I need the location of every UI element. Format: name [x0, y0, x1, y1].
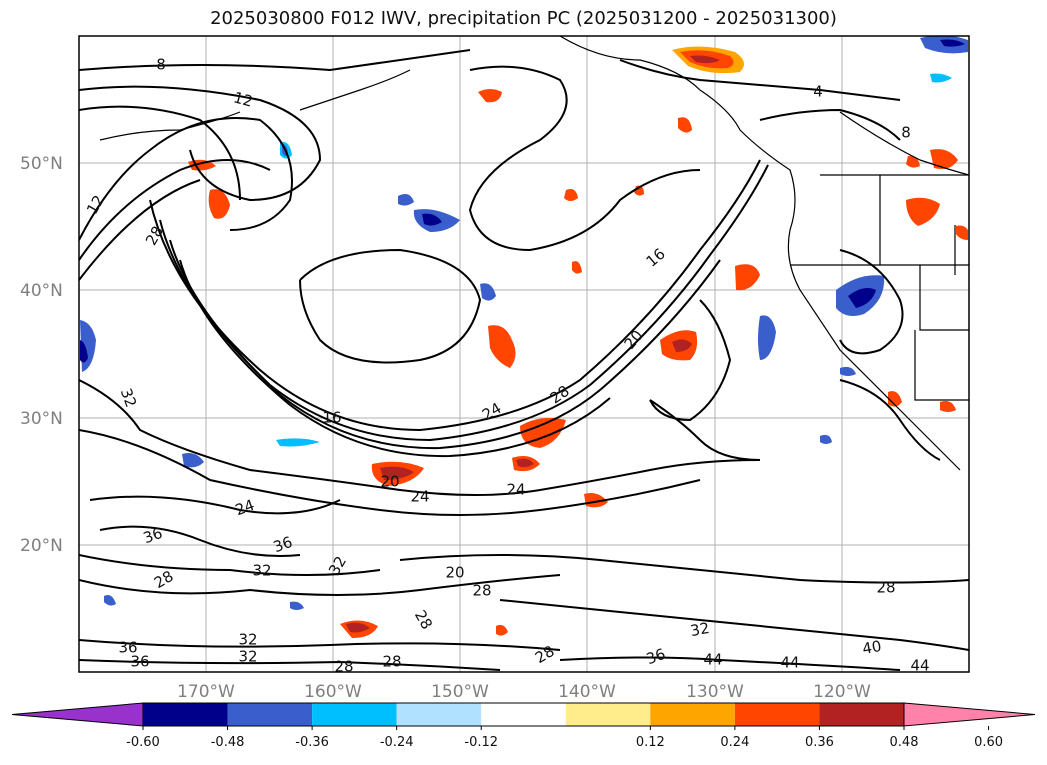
- gridlines: [79, 36, 969, 672]
- map-panel: [79, 36, 969, 672]
- colorbar-swatch: [650, 703, 735, 726]
- colorbar-swatch: [565, 703, 651, 726]
- lat-label-50: 50°N: [20, 154, 63, 174]
- contour-label: 32: [252, 562, 271, 580]
- contour-label: 20: [380, 473, 399, 491]
- lon-label-130: 130°W: [686, 682, 744, 702]
- lon-label-170: 170°W: [177, 682, 235, 702]
- colorbar-tick-label: -0.60: [126, 735, 160, 750]
- contour-label: 36: [141, 524, 165, 547]
- colorbar-extend-low: [11, 702, 144, 727]
- lat-label-20: 20°N: [20, 536, 63, 556]
- contour-label: 32: [117, 386, 140, 410]
- map-frame: [78, 35, 970, 673]
- contour-label: 4: [813, 83, 823, 101]
- contour-label: 44: [703, 651, 722, 669]
- contour-label: 28: [382, 653, 401, 671]
- map-title: 2025030800 F012 IWV, precipitation PC (2…: [210, 8, 837, 29]
- colorbar: -0.60 -0.48 -0.36 -0.24 -0.12 0.12 0.24 0.36 0.4…: [11, 702, 1036, 750]
- latitude-axis-labels: 50°N 40°N 30°N 20°N: [20, 154, 63, 556]
- colorbar-tick-label: -0.12: [464, 735, 498, 750]
- contour-label: 36: [118, 639, 137, 657]
- lat-label-40: 40°N: [20, 281, 63, 301]
- contour-label: 44: [910, 657, 929, 675]
- colorbar-swatch: [481, 703, 566, 726]
- lat-label-30: 30°N: [20, 409, 63, 429]
- contour-label: 36: [271, 533, 295, 556]
- contour-label: 32: [238, 648, 257, 666]
- contour-label: 32: [238, 631, 257, 649]
- longitude-axis-labels: 170°W 160°W 150°W 140°W 130°W 120°W: [177, 682, 871, 702]
- contour-label: 8: [901, 124, 911, 142]
- contour-label: 24: [233, 496, 257, 519]
- colorbar-tick-label: 0.12: [636, 735, 665, 750]
- colorbar-tick-label: 0.48: [890, 735, 919, 750]
- precip-anomaly-blobs: [80, 36, 968, 638]
- colorbar-swatch: [312, 703, 397, 726]
- contour-label: 36: [130, 653, 149, 671]
- colorbar-tick-label: 0.60: [974, 735, 1003, 750]
- contour-label: 28: [472, 582, 491, 600]
- contour-label: 36: [644, 645, 668, 668]
- contour-label: 28: [334, 658, 353, 676]
- colorbar-tick-label: -0.48: [211, 735, 245, 750]
- lon-label-160: 160°W: [304, 682, 362, 702]
- contour-label: 32: [689, 619, 711, 640]
- lon-label-140: 140°W: [558, 682, 616, 702]
- colorbar-swatch: [819, 703, 904, 726]
- lon-label-120: 120°W: [813, 682, 871, 702]
- colorbar-tick-label: -0.36: [295, 735, 329, 750]
- colorbar-tick-label: 0.24: [720, 735, 749, 750]
- contour-label: 8: [156, 56, 166, 74]
- contour-label: 24: [506, 481, 525, 499]
- contour-label: 20: [445, 564, 464, 582]
- contour-label: 24: [410, 488, 429, 506]
- colorbar-tick-label: -0.24: [380, 735, 414, 750]
- contour-label: 44: [780, 654, 799, 672]
- colorbar-tick-label: 0.36: [805, 735, 834, 750]
- colorbar-swatch: [396, 703, 482, 726]
- colorbar-swatch: [143, 703, 228, 726]
- contour-label: 40: [861, 637, 883, 658]
- colorbar-swatch: [734, 703, 820, 726]
- colorbar-swatch: [227, 703, 313, 726]
- colorbar-extend-high: [903, 702, 1036, 727]
- contour-label: 16: [322, 409, 341, 427]
- iwv-contours: [79, 49, 969, 671]
- lon-label-150: 150°W: [431, 682, 489, 702]
- contour-label: 12: [232, 88, 255, 110]
- contour-label: 28: [876, 579, 895, 597]
